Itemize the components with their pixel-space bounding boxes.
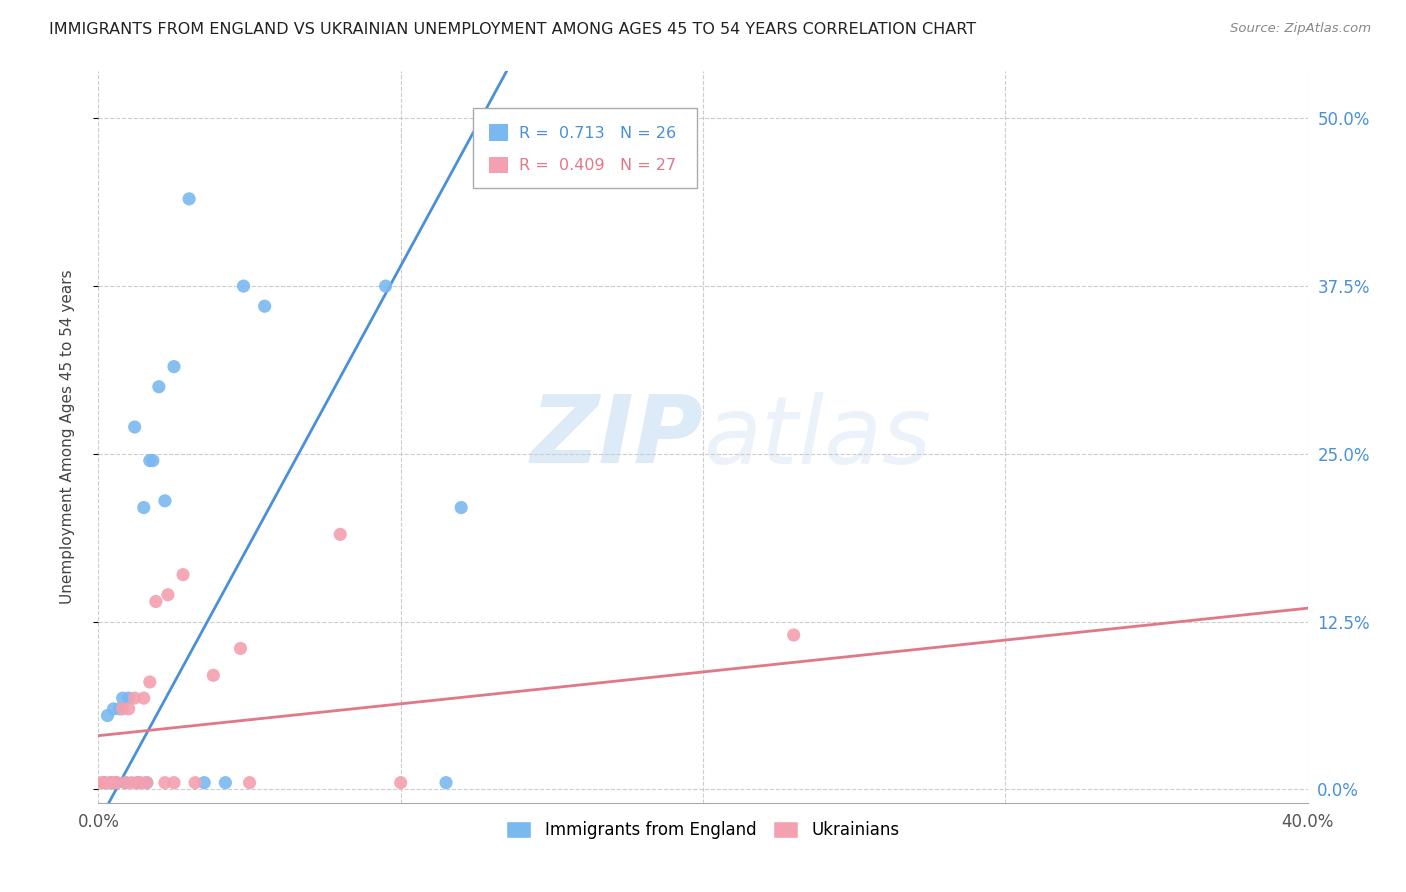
FancyBboxPatch shape: [489, 125, 509, 141]
Legend: Immigrants from England, Ukrainians: Immigrants from England, Ukrainians: [499, 814, 907, 846]
Point: [121, 775, 143, 789]
Point: [135, 775, 157, 789]
Point: [127, 775, 149, 789]
Point: [118, 691, 141, 706]
Point: [105, 775, 128, 789]
Point: [93, 775, 115, 789]
Point: [163, 359, 186, 374]
Text: R =  0.409   N = 27: R = 0.409 N = 27: [519, 158, 676, 173]
Point: [139, 453, 162, 467]
Point: [389, 775, 412, 789]
Y-axis label: Unemployment Among Ages 45 to 54 years: Unemployment Among Ages 45 to 54 years: [60, 269, 75, 605]
Point: [193, 775, 215, 789]
Point: [111, 691, 134, 706]
Text: ZIP: ZIP: [530, 391, 703, 483]
Point: [156, 588, 179, 602]
Point: [103, 775, 125, 789]
Text: Source: ZipAtlas.com: Source: ZipAtlas.com: [1230, 22, 1371, 36]
Point: [434, 775, 457, 789]
Point: [132, 691, 155, 706]
FancyBboxPatch shape: [489, 157, 509, 173]
Text: atlas: atlas: [703, 392, 931, 483]
Point: [229, 641, 252, 656]
Point: [105, 775, 128, 789]
Point: [148, 380, 170, 394]
Point: [184, 775, 207, 789]
Point: [214, 775, 236, 789]
Point: [124, 420, 146, 434]
Point: [153, 493, 176, 508]
Point: [132, 500, 155, 515]
Point: [179, 192, 201, 206]
Point: [135, 775, 157, 789]
Point: [139, 675, 162, 690]
Point: [90, 775, 112, 789]
Text: IMMIGRANTS FROM ENGLAND VS UKRAINIAN UNEMPLOYMENT AMONG AGES 45 TO 54 YEARS CORR: IMMIGRANTS FROM ENGLAND VS UKRAINIAN UNE…: [49, 22, 976, 37]
Point: [253, 299, 276, 313]
Point: [100, 775, 122, 789]
Point: [124, 691, 146, 706]
Point: [202, 668, 225, 682]
Point: [129, 775, 152, 789]
Point: [114, 775, 136, 789]
Point: [374, 279, 396, 293]
Point: [153, 775, 176, 789]
Point: [163, 775, 186, 789]
Point: [108, 702, 131, 716]
Point: [450, 500, 472, 515]
Point: [232, 279, 254, 293]
Point: [142, 453, 165, 467]
Text: R =  0.713   N = 26: R = 0.713 N = 26: [519, 126, 676, 141]
Point: [100, 775, 122, 789]
Point: [239, 775, 262, 789]
Point: [118, 702, 141, 716]
Point: [127, 775, 149, 789]
Point: [172, 567, 194, 582]
Point: [111, 702, 134, 716]
Point: [93, 775, 115, 789]
Point: [145, 594, 167, 608]
Point: [96, 708, 118, 723]
Point: [329, 527, 352, 541]
Point: [103, 702, 125, 716]
Point: [783, 628, 806, 642]
FancyBboxPatch shape: [474, 108, 697, 188]
Point: [114, 775, 136, 789]
